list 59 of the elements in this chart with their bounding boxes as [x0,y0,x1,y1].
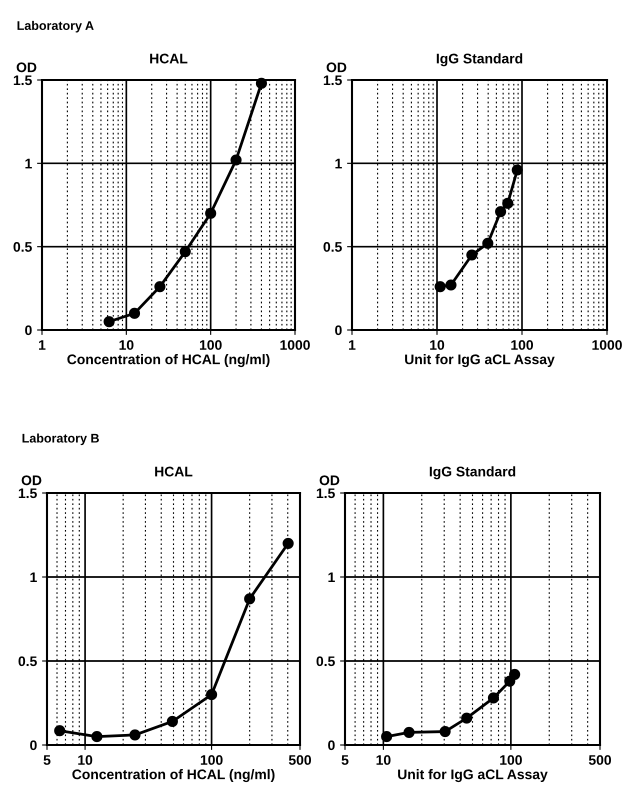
point [230,154,242,166]
y-tick-label: 1 [30,572,37,582]
y-tick-label: 0.5 [14,242,32,252]
x-tick-label: 500 [288,755,312,765]
text: Laboratory A [18,20,94,32]
y-tick-label: 0 [328,740,335,750]
x-tick-label: 10 [376,755,391,765]
point [104,316,115,328]
y-tick-label: 1 [328,572,335,582]
chart-title: IgG Standard [436,53,522,66]
x-axis-title: Concentration of HCAL (ng/ml) [72,769,275,782]
y-axis-title: OD [320,475,340,486]
y-axis-title: OD [22,475,42,486]
y-axis-title: OD [16,62,36,72]
y-tick-label: 0 [335,325,342,336]
point [206,689,218,700]
point [205,208,216,219]
point [129,729,141,740]
x-axis-title: Unit for IgG aCL Assay [405,354,555,368]
y-tick-label: 1.5 [14,75,32,86]
x-tick-label: 5 [44,755,50,765]
chart-title: HCAL [150,54,188,64]
point [91,731,102,742]
x-tick-label: 10 [78,755,92,765]
x-tick-label: 1 [39,340,46,350]
y-tick-label: 1 [25,158,32,168]
chart-title: IgG Standard [430,466,516,480]
y-tick-label: 1.5 [18,488,37,498]
point [128,308,140,319]
x-tick-label: 1 [349,340,356,350]
x-tick-label: 10 [119,340,134,350]
x-tick-label: 100 [511,340,534,350]
y-tick-label: 0 [30,740,37,750]
x-axis-title: Concentration of HCAL (ng/ml) [67,354,270,368]
x-tick-label: 10 [430,340,444,350]
x-tick-label: 1000 [280,340,310,350]
text: Laboratory B [22,433,99,446]
y-tick-label: 0 [25,325,32,336]
x-axis-title: Unit for IgG aCL Assay [398,769,548,782]
point [166,716,178,728]
y-tick-label: 0.5 [316,656,335,666]
x-tick-label: 1000 [592,340,622,350]
point [282,538,294,549]
point [244,593,256,604]
x-tick-label: 100 [200,340,222,350]
y-axis-title: OD [326,62,346,72]
y-tick-label: 0.5 [324,242,342,252]
x-tick-label: 5 [342,755,348,765]
point [54,725,66,736]
x-tick-label: 100 [200,755,223,765]
y-tick-label: 1.5 [316,488,335,498]
chart-title: HCAL [155,466,192,476]
x-tick-label: 100 [500,755,522,765]
y-tick-label: 1 [335,158,342,168]
y-tick-label: 1.5 [324,75,342,86]
point [154,281,166,292]
point [180,246,191,258]
y-tick-label: 0.5 [18,656,37,666]
x-tick-label: 500 [588,755,612,765]
